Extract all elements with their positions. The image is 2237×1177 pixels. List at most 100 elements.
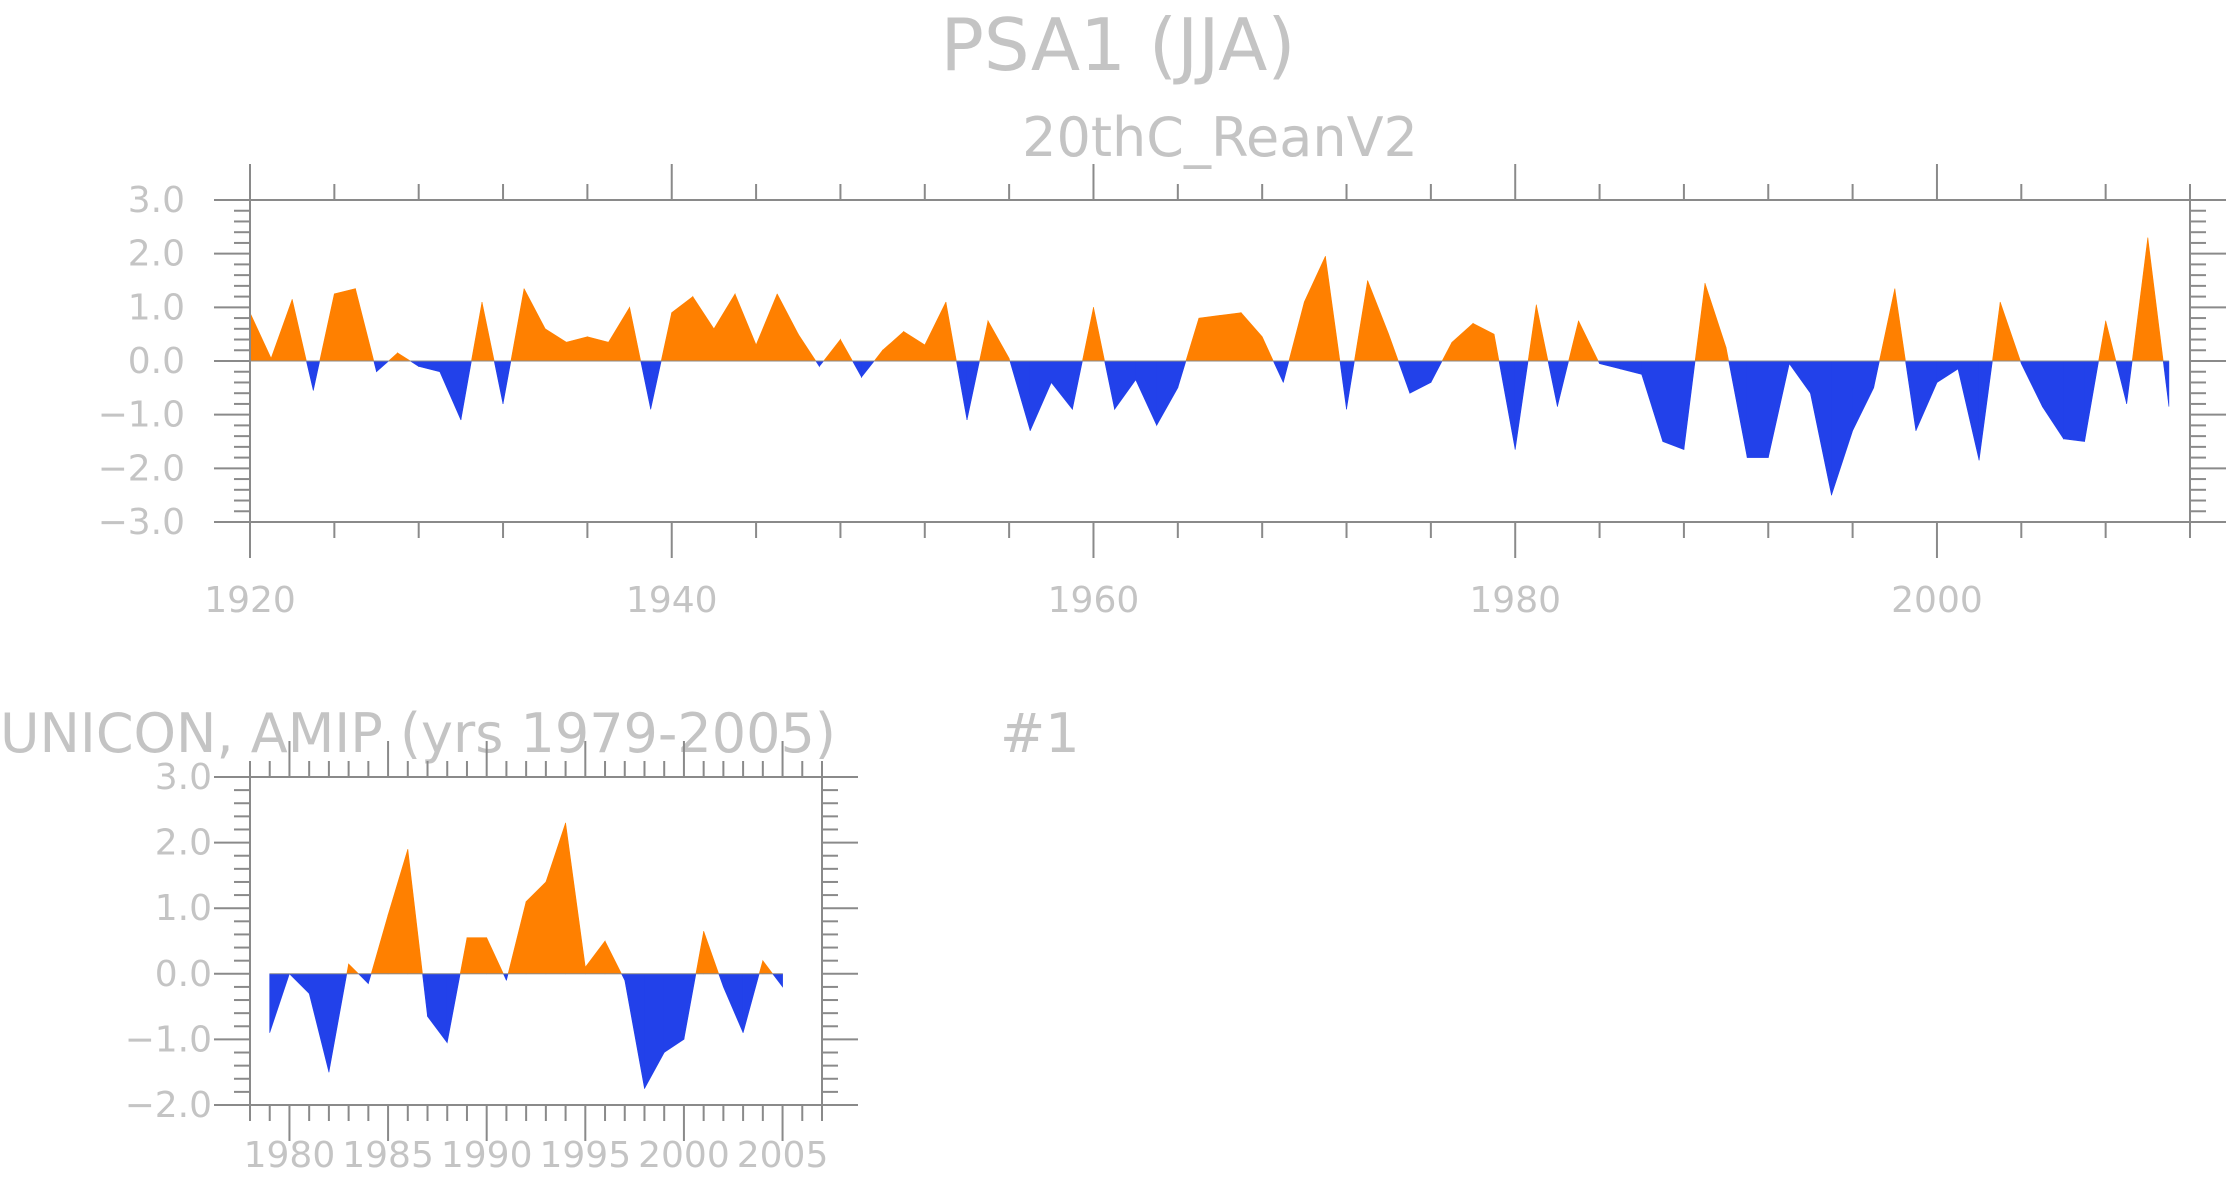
positive-anomaly-area [671,295,694,362]
negative-anomaly-area [1029,360,1052,431]
y-tick-label: 1.0 [155,888,212,929]
run-label: #1 [1000,702,1080,765]
negative-anomaly-area [1346,360,1355,410]
negative-anomaly-area [1072,360,1083,410]
negative-anomaly-area [1135,360,1157,426]
positive-anomaly-area [703,931,720,975]
negative-anomaly-area [2063,360,2085,442]
chart-marks [249,237,2170,496]
negative-anomaly-area [742,973,760,1033]
positive-anomaly-area [544,328,567,362]
positive-anomaly-area [762,959,774,975]
x-tick-label: 1920 [204,580,296,621]
negative-anomaly-area [1514,360,1529,450]
positive-anomaly-area [459,937,468,975]
negative-anomaly-area [306,360,314,391]
positive-anomaly-area [1082,307,1094,362]
negative-anomaly-area [650,360,662,410]
negative-anomaly-area [1728,360,1748,458]
negative-anomaly-area [624,973,645,1089]
negative-anomaly-area [640,360,652,410]
negative-anomaly-area [815,360,820,368]
positive-anomaly-area [1999,301,2021,362]
negative-anomaly-area [502,360,512,404]
positive-anomaly-area [370,914,389,975]
positive-anomaly-area [407,849,423,975]
negative-anomaly-area [1599,360,1621,370]
y-tick-label: −3.0 [98,502,185,543]
negative-anomaly-area [418,360,441,373]
negative-anomaly-area [1009,360,1031,431]
negative-anomaly-area [373,360,377,372]
x-tick-label: 1985 [342,1135,434,1176]
negative-anomaly-area [328,973,348,1073]
positive-anomaly-area [2147,237,2164,362]
negative-anomaly-area [1557,360,1569,407]
negative-anomaly-area [2021,360,2043,407]
negative-anomaly-area [1104,360,1115,410]
negative-anomaly-area [1051,360,1073,411]
negative-anomaly-area [439,360,462,421]
y-tick-label: −1.0 [98,395,185,436]
positive-anomaly-area [1354,280,1368,362]
positive-anomaly-area [987,319,1010,362]
positive-anomaly-area [1219,312,1242,362]
positive-anomaly-area [507,901,527,975]
chart-axes: 1980 1985 1990 1995 2000 2005 3.0 2.0 1.0 0.0 −1.0… [125,741,858,1176]
positive-anomaly-area [270,299,293,362]
chart-subtitle: UNICON, AMIP (yrs 1979-2005) [0,702,836,765]
negative-anomaly-area [1641,360,1664,442]
positive-anomaly-area [1536,304,1549,362]
negative-anomaly-area [1957,360,1980,461]
positive-anomaly-area [692,295,715,362]
positive-anomaly-area [1879,288,1896,362]
positive-anomaly-area [608,306,630,362]
positive-anomaly-area [1304,256,1326,362]
negative-anomaly-area [621,973,626,981]
y-tick-label: −1.0 [125,1019,212,1060]
negative-anomaly-area [2042,360,2064,440]
negative-anomaly-area [1177,360,1187,388]
positive-anomaly-area [882,330,905,362]
negative-anomaly-area [1683,360,1696,450]
positive-anomaly-area [758,960,764,975]
positive-anomaly-area [629,307,642,362]
positive-anomaly-area [348,963,360,975]
positive-anomaly-area [1527,304,1537,362]
negative-anomaly-area [644,973,665,1089]
positive-anomaly-area [565,822,586,975]
negative-anomaly-area [1272,360,1284,383]
negative-anomaly-area [288,973,310,995]
chart-reanalysis: 20thC_ReanV2 1920 1940 1960 1980 20003.02.01… [98,106,2226,621]
figure-title: PSA1 (JJA) [940,3,1295,87]
positive-anomaly-area [355,288,375,362]
negative-anomaly-area [1662,360,1685,451]
negative-anomaly-area [446,973,461,1043]
chart-marks [269,822,783,1089]
positive-anomaly-area [1694,283,1706,362]
positive-anomaly-area [545,822,566,975]
positive-anomaly-area [333,288,356,362]
x-tick-label: 2005 [737,1135,829,1176]
positive-anomaly-area [755,293,778,362]
positive-anomaly-area [1725,347,1730,362]
positive-anomaly-area [1578,320,1599,362]
negative-anomaly-area [427,973,448,1044]
positive-anomaly-area [2098,320,2106,362]
negative-anomaly-area [1498,360,1516,450]
positive-anomaly-area [1992,301,2001,362]
positive-anomaly-area [924,301,947,362]
x-tick-label: 2000 [638,1135,730,1176]
negative-anomaly-area [422,973,428,1017]
positive-anomaly-area [713,292,736,362]
positive-anomaly-area [1240,311,1263,362]
positive-anomaly-area [1441,342,1453,362]
positive-anomaly-area [397,352,412,362]
positive-anomaly-area [1198,315,1221,362]
positive-anomaly-area [840,338,854,362]
negative-anomaly-area [1114,360,1136,411]
chart-model: UNICON, AMIP (yrs 1979-2005) #1 1980 1985… [0,702,1080,1176]
negative-anomaly-area [2115,360,2127,404]
positive-anomaly-area [604,940,622,975]
x-tick-label: 1980 [1469,580,1561,621]
